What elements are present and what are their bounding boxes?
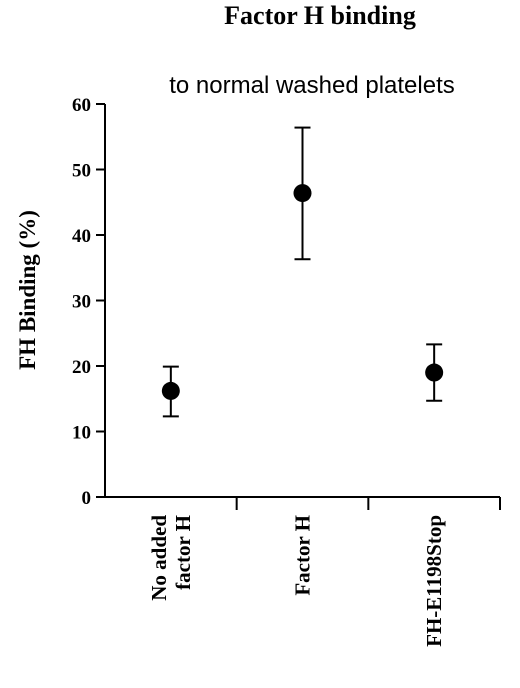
y-tick-label: 0	[82, 488, 92, 509]
x-tick-label: FH-E1198Stop	[422, 515, 446, 647]
y-tick-label: 30	[72, 292, 91, 313]
chart-subtitle: to normal washed platelets	[169, 72, 455, 99]
x-tick-label-line: factor H	[171, 515, 195, 590]
x-tick-label-line: FH-E1198Stop	[422, 515, 446, 647]
x-tick-label: No addedfactor H	[147, 515, 195, 601]
y-tick-label: 10	[72, 423, 91, 444]
y-tick-label: 60	[72, 95, 91, 116]
x-axis-ticks: No addedfactor H Factor H FH-E1198Stop	[147, 497, 501, 647]
x-tick-label-line: No added	[147, 515, 171, 601]
data-points	[161, 126, 444, 418]
y-tick-label: 40	[72, 226, 91, 247]
y-axis-label: FH Binding (%)	[15, 210, 40, 370]
chart-title: Factor H binding	[224, 1, 416, 30]
y-tick-label: 50	[72, 161, 91, 182]
data-point	[161, 381, 180, 400]
x-tick-label: Factor H	[291, 515, 315, 596]
x-tick-label-line: Factor H	[291, 515, 315, 596]
data-point	[425, 363, 444, 382]
y-tick-label: 20	[72, 357, 91, 378]
data-point	[293, 184, 312, 203]
y-axis-ticks: 0 10 20 30 40 50 60	[72, 95, 105, 509]
